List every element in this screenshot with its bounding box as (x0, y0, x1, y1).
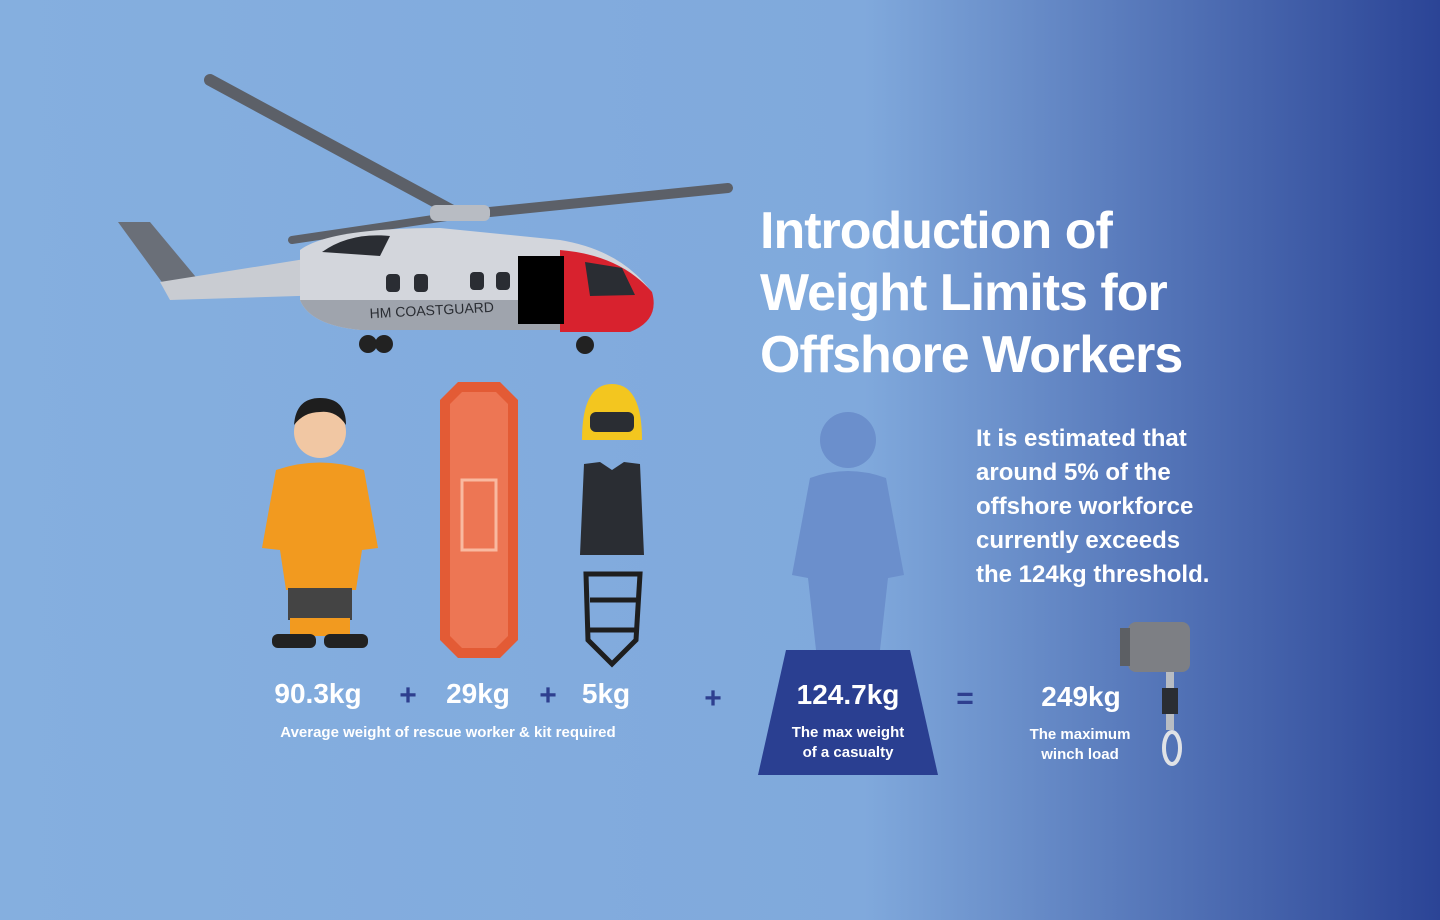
helicopter: HM COASTGUARD (118, 74, 733, 354)
winch-caption: The maximum (1030, 726, 1131, 743)
casualty (758, 412, 938, 775)
equals-sign: = (956, 682, 974, 715)
note-line: currently exceeds (976, 527, 1180, 554)
kit-caption: Average weight of rescue worker & kit re… (280, 724, 615, 741)
plus-sign: + (704, 682, 722, 715)
winch-caption: winch load (1040, 746, 1119, 763)
note-line: offshore workforce (976, 493, 1193, 520)
kit (580, 384, 644, 668)
plus-sign: + (399, 679, 417, 712)
note-line: around 5% of the (976, 459, 1171, 486)
plus-sign: + (539, 679, 557, 712)
title-line: Offshore Workers (760, 326, 1182, 384)
casualty-weight: 124.7kg (797, 679, 900, 710)
helicopter-label: HM COASTGUARD (369, 299, 494, 321)
casualty-caption: of a casualty (803, 744, 895, 761)
title-line: Weight Limits for (760, 264, 1167, 322)
casualty-caption: The max weight (792, 724, 905, 741)
stretcher (440, 382, 518, 658)
rescue-worker (262, 398, 378, 648)
winch (1120, 622, 1190, 766)
note-line: It is estimated that (976, 425, 1187, 452)
title-line: Introduction of (760, 202, 1113, 260)
kit-weight: 5kg (582, 678, 630, 709)
note-line: the 124kg threshold. (976, 561, 1209, 588)
stretcher-weight: 29kg (446, 678, 510, 709)
rescuer-weight: 90.3kg (274, 678, 361, 709)
winch-weight: 249kg (1041, 681, 1120, 712)
